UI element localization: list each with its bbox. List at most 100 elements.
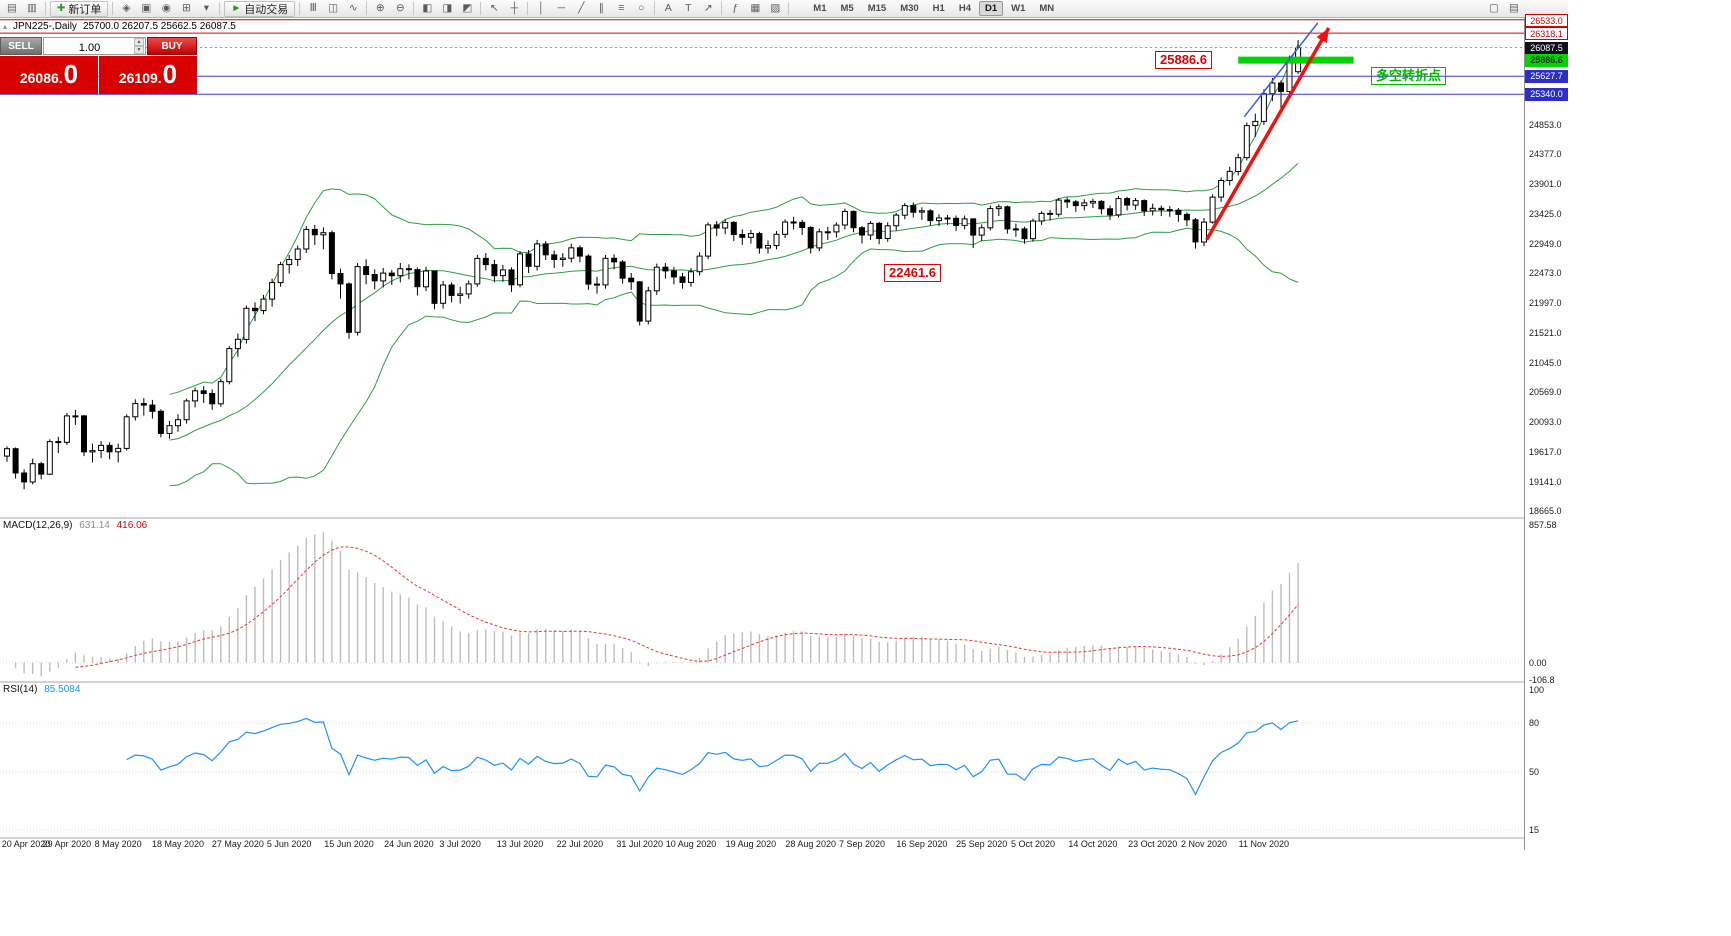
buy-button[interactable]: BUY: [147, 37, 197, 55]
macd-scale-tick: 0.00: [1529, 657, 1547, 668]
new-window-icon-glyph: ▢: [1489, 2, 1499, 15]
time-scale-label: 28 Aug 2020: [785, 839, 836, 849]
chart-symbol-label: JPN225-,Daily: [13, 21, 77, 32]
profiles-icon[interactable]: ▾: [197, 1, 216, 17]
profiles-icon-glyph: ▾: [203, 2, 210, 15]
price-line-label: 25886.6: [1525, 54, 1568, 68]
sell-price-display[interactable]: 26086. 0: [0, 56, 98, 94]
timeframe-w1[interactable]: W1: [1011, 3, 1026, 14]
time-scale-label: 31 Jul 2020: [616, 839, 663, 849]
price-scale-tick: 18665.0: [1529, 506, 1562, 517]
zoom-in-icon[interactable]: ⊕: [371, 1, 390, 17]
autotrading-button[interactable]: ► 自动交易: [224, 0, 296, 17]
timeframe-m15[interactable]: M15: [867, 3, 887, 14]
fibonacci-icon[interactable]: ≡: [612, 1, 631, 17]
price-line-label: 25627.7: [1525, 70, 1568, 84]
tile-windows-icon[interactable]: ◧: [418, 1, 437, 17]
macd-indicator-label: MACD(12,26,9) 631.14 416.06: [3, 520, 147, 531]
new-window-icon[interactable]: ▢: [1485, 1, 1504, 17]
horizontal-line-icon[interactable]: ─: [552, 1, 571, 17]
time-scale-label: 3 Jul 2020: [439, 839, 481, 849]
auto-arrange-icon[interactable]: ◩: [458, 1, 477, 17]
arrow-objects-icon[interactable]: ↗: [699, 1, 718, 17]
time-scale-label: 5 Jun 2020: [266, 839, 312, 849]
text-icon-glyph: A: [664, 2, 672, 15]
volume-field[interactable]: ▲ ▼: [43, 37, 146, 56]
templates-icon-glyph: ▨: [770, 2, 781, 15]
equidistant-channel-icon-glyph: ∥: [598, 2, 604, 15]
chart-canvas[interactable]: [0, 18, 1568, 850]
timeframe-h4[interactable]: H4: [958, 3, 971, 14]
price-line-label: 26087.5: [1525, 41, 1568, 55]
time-scale-label: 23 Oct 2020: [1128, 839, 1178, 849]
text-label-icon[interactable]: T: [679, 1, 698, 17]
vertical-line-icon[interactable]: │: [532, 1, 551, 17]
buy-price-main: 26109.: [118, 70, 162, 86]
trendline-icon[interactable]: ╱: [572, 1, 591, 17]
cursor-icon[interactable]: ↖: [485, 1, 504, 17]
resistance-price-annotation[interactable]: 25886.6: [1155, 51, 1212, 69]
price-scale-tick: 22473.0: [1529, 268, 1562, 279]
bar-chart-icon[interactable]: Ⅲ: [304, 1, 323, 17]
support-price-annotation[interactable]: 22461.6: [884, 264, 941, 282]
timeframe-m1[interactable]: M1: [813, 3, 827, 14]
price-scale[interactable]: 24853.0 24377.0 23901.0 23425.0 22949.0 22473…: [1524, 13, 1568, 850]
volume-increase-icon[interactable]: ▲: [134, 38, 144, 46]
timeframe-h1[interactable]: H1: [932, 3, 945, 14]
buy-price-display[interactable]: 26109. 0: [99, 56, 197, 94]
toolbar-separator: [480, 2, 482, 15]
one-click-toggle-icon[interactable]: ▴: [3, 22, 8, 31]
volume-input[interactable]: [44, 40, 145, 56]
line-chart-icon-glyph: ∿: [348, 2, 358, 15]
price-scale-tick: 24853.0: [1529, 119, 1562, 130]
candlestick-chart-icon[interactable]: ◫: [324, 1, 343, 17]
data-window-icon[interactable]: ▥: [23, 1, 42, 17]
periods-icon[interactable]: ▦: [746, 1, 765, 17]
rsi-scale-tick: 80: [1529, 718, 1540, 729]
toolbar-separator: [219, 2, 221, 15]
market-watch-icon[interactable]: ▤: [3, 1, 22, 17]
line-chart-icon[interactable]: ∿: [344, 1, 363, 17]
buy-price-big-digit: 0: [162, 59, 178, 89]
turning-point-annotation[interactable]: 多空转折点: [1371, 67, 1447, 85]
navigator-icon[interactable]: ◈: [117, 1, 136, 17]
timeframe-m30[interactable]: M30: [900, 3, 919, 14]
time-scale-label: 2 Nov 2020: [1180, 839, 1228, 849]
crosshair-icon[interactable]: ┼: [505, 1, 524, 17]
macd-signal-value: 416.06: [116, 520, 148, 531]
window-list-icon[interactable]: ▤: [1505, 1, 1524, 17]
terminal-icon[interactable]: ▣: [137, 1, 156, 17]
toolbar-separator: [788, 2, 790, 15]
time-scale-label: 7 Sep 2020: [838, 839, 886, 849]
indicators-icon[interactable]: ƒ: [726, 1, 745, 17]
timeframe-mn[interactable]: MN: [1039, 3, 1055, 14]
trendline-icon-glyph: ╱: [578, 2, 585, 15]
time-scale[interactable]: 20 Apr 2020 29 Apr 2020 8 May 2020 18 May 2…: [0, 18, 1524, 850]
sell-price-main: 26086.: [19, 70, 63, 86]
price-line-label: 26318.1: [1525, 27, 1568, 41]
chart-window: 20 Apr 2020 29 Apr 2020 8 May 2020 18 May 2…: [0, 13, 1568, 851]
price-line-label: 26533.0: [1525, 13, 1568, 27]
new-order-button-label: 新订单: [68, 3, 102, 16]
cascade-windows-icon[interactable]: ◨: [438, 1, 457, 17]
time-scale-label: 18 May 2020: [151, 839, 205, 849]
strategy-tester-icon[interactable]: ◉: [157, 1, 176, 17]
sell-button[interactable]: SELL: [0, 37, 42, 55]
timeframe-d1[interactable]: D1: [978, 1, 1004, 16]
toolbar-separator: [654, 2, 656, 15]
navigator-icon-glyph: ◈: [122, 2, 131, 15]
macd-main-value: 631.14: [79, 520, 110, 531]
new-order-button[interactable]: ✚ 新订单: [50, 0, 109, 17]
equidistant-channel-icon[interactable]: ∥: [592, 1, 611, 17]
templates-icon[interactable]: ▨: [766, 1, 785, 17]
volume-spinner[interactable]: ▲ ▼: [134, 38, 144, 54]
shapes-icon[interactable]: ○: [632, 1, 651, 17]
timeframe-m5[interactable]: M5: [840, 3, 854, 14]
zoom-out-icon[interactable]: ⊖: [391, 1, 410, 17]
new-chart-icon[interactable]: ⊞: [177, 1, 196, 17]
price-scale-tick: 21521.0: [1529, 327, 1562, 338]
toolbar-separator: [112, 2, 114, 15]
volume-decrease-icon[interactable]: ▼: [134, 46, 144, 54]
text-icon[interactable]: A: [659, 1, 678, 17]
time-scale-label: 27 May 2020: [211, 839, 264, 849]
